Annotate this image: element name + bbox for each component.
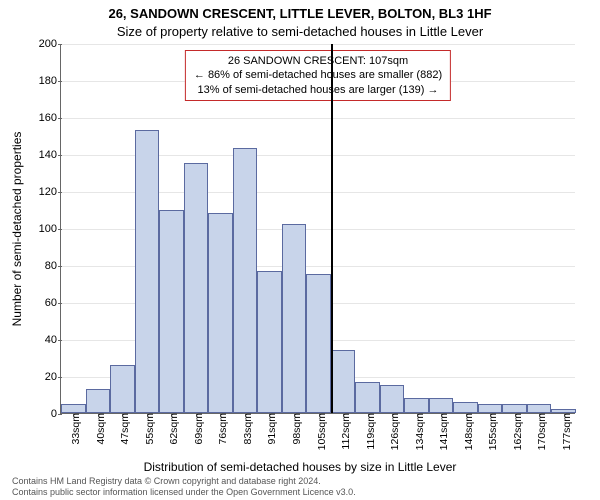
xtick-label: 119sqm xyxy=(359,413,376,450)
ytick-label: 60 xyxy=(45,297,61,309)
xtick-label: 126sqm xyxy=(384,413,401,450)
histogram-bar xyxy=(380,385,405,413)
x-axis-caption: Distribution of semi-detached houses by … xyxy=(0,460,600,474)
xtick-label: 148sqm xyxy=(457,413,474,450)
ytick-label: 0 xyxy=(51,408,61,420)
ytick-label: 100 xyxy=(39,223,61,235)
xtick-label: 134sqm xyxy=(408,413,425,450)
histogram-bar xyxy=(282,224,307,413)
footer-attribution: Contains HM Land Registry data © Crown c… xyxy=(12,476,356,497)
xtick-label: 141sqm xyxy=(433,413,450,450)
reference-line xyxy=(331,44,333,413)
histogram-bar xyxy=(306,274,331,413)
histogram-bar xyxy=(159,210,184,414)
footer-line-1: Contains HM Land Registry data © Crown c… xyxy=(12,476,356,486)
xtick-label: 55sqm xyxy=(139,413,156,445)
xtick-label: 69sqm xyxy=(188,413,205,445)
histogram-bar xyxy=(110,365,135,413)
histogram-bar xyxy=(502,404,527,413)
histogram-bar xyxy=(135,130,160,413)
xtick-label: 112sqm xyxy=(335,413,352,450)
xtick-label: 105sqm xyxy=(310,413,327,450)
annotation-line: 13% of semi-detached houses are larger (… xyxy=(194,83,442,97)
xtick-label: 76sqm xyxy=(212,413,229,445)
ytick-label: 120 xyxy=(39,186,61,198)
xtick-label: 170sqm xyxy=(531,413,548,450)
ytick-label: 140 xyxy=(39,149,61,161)
histogram-bar xyxy=(86,389,111,413)
histogram-bar xyxy=(355,382,380,413)
xtick-label: 98sqm xyxy=(286,413,303,445)
xtick-label: 155sqm xyxy=(482,413,499,450)
histogram-bar xyxy=(331,350,356,413)
annotation-box: 26 SANDOWN CRESCENT: 107sqm← 86% of semi… xyxy=(185,50,451,101)
annotation-line: ← 86% of semi-detached houses are smalle… xyxy=(194,68,442,82)
xtick-label: 47sqm xyxy=(114,413,131,445)
ytick-label: 200 xyxy=(39,38,61,50)
annotation-line: 26 SANDOWN CRESCENT: 107sqm xyxy=(194,54,442,68)
page-title-address: 26, SANDOWN CRESCENT, LITTLE LEVER, BOLT… xyxy=(0,6,600,21)
histogram-bar xyxy=(478,404,503,413)
histogram-bar xyxy=(208,213,233,413)
histogram-bar xyxy=(184,163,209,413)
xtick-label: 162sqm xyxy=(506,413,523,450)
footer-line-2: Contains public sector information licen… xyxy=(12,487,356,497)
ytick-label: 40 xyxy=(45,334,61,346)
histogram-bar xyxy=(453,402,478,413)
ytick-label: 20 xyxy=(45,371,61,383)
histogram-bar xyxy=(257,271,282,413)
histogram-bar xyxy=(404,398,429,413)
histogram-bar xyxy=(527,404,552,413)
xtick-label: 33sqm xyxy=(65,413,82,445)
ytick-label: 160 xyxy=(39,112,61,124)
xtick-label: 177sqm xyxy=(555,413,572,450)
xtick-label: 62sqm xyxy=(163,413,180,445)
histogram-bar xyxy=(233,148,258,413)
xtick-label: 40sqm xyxy=(90,413,107,445)
y-axis-label: Number of semi-detached properties xyxy=(10,44,24,414)
page-subtitle: Size of property relative to semi-detach… xyxy=(0,24,600,39)
xtick-label: 91sqm xyxy=(261,413,278,445)
histogram-bar xyxy=(429,398,454,413)
xtick-label: 83sqm xyxy=(237,413,254,445)
histogram-plot: 26 SANDOWN CRESCENT: 107sqm← 86% of semi… xyxy=(60,44,575,414)
ytick-label: 180 xyxy=(39,75,61,87)
ytick-label: 80 xyxy=(45,260,61,272)
chart-page: 26, SANDOWN CRESCENT, LITTLE LEVER, BOLT… xyxy=(0,0,600,500)
